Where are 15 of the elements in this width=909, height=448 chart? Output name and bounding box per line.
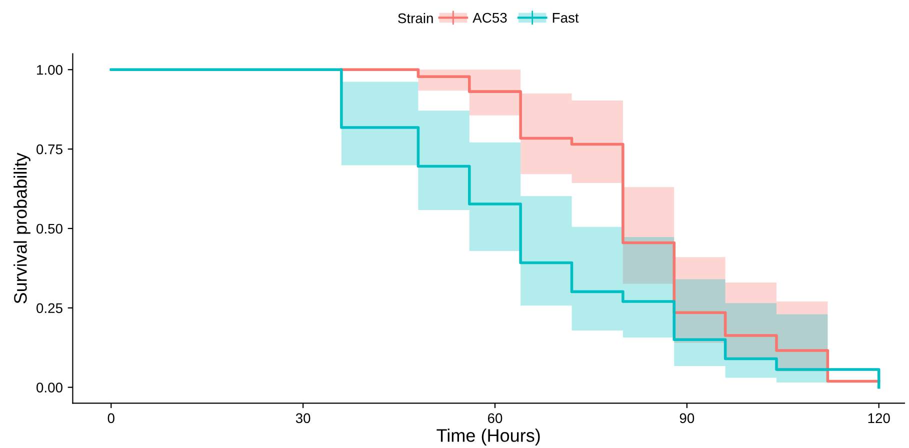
y-axis-title: Survival probability: [14, 152, 30, 304]
y-tick-label: 1.00: [37, 64, 62, 75]
legend-label: Fast: [552, 13, 579, 23]
x-tick-label: 60: [488, 413, 502, 424]
x-tick-label: 0: [108, 413, 114, 424]
legend-title: Strain: [398, 13, 433, 24]
x-tick-label: 120: [868, 413, 890, 424]
y-tick-label: 0.50: [36, 224, 62, 234]
x-tick-label: 30: [296, 413, 310, 424]
legend-label: AC53: [472, 12, 507, 23]
y-tick-label: 0.75: [36, 144, 62, 154]
x-axis-title: Time (Hours): [436, 428, 540, 446]
y-tick-label: 0.00: [36, 382, 62, 392]
y-tick-label: 0.25: [36, 303, 62, 314]
x-tick-label: 90: [680, 413, 694, 424]
